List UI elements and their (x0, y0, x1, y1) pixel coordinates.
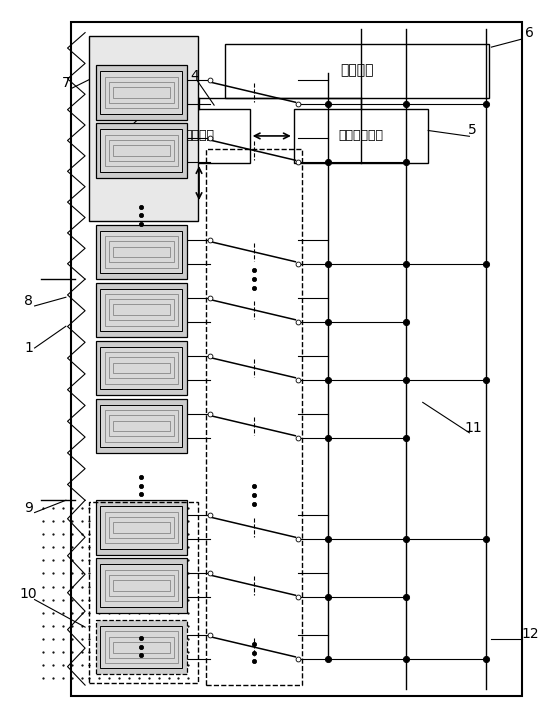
Bar (96, 399, 187, 453)
Bar (100, 347, 182, 389)
Bar (100, 564, 182, 607)
Bar (294, 109, 428, 163)
Bar (96, 558, 187, 613)
Text: 4: 4 (191, 69, 199, 83)
Text: 3: 3 (136, 87, 144, 102)
Bar (105, 77, 178, 108)
Bar (113, 145, 170, 156)
Bar (109, 241, 174, 262)
Bar (113, 420, 170, 431)
Bar (105, 570, 178, 601)
Bar (113, 642, 170, 652)
Bar (105, 631, 178, 663)
Bar (100, 231, 182, 273)
Text: 8: 8 (24, 294, 33, 308)
Text: 数据采集电路: 数据采集电路 (339, 130, 383, 142)
Bar (105, 135, 178, 166)
Text: 电源电路: 电源电路 (340, 64, 374, 78)
Bar (109, 415, 174, 436)
Bar (100, 506, 182, 549)
Text: 11: 11 (464, 420, 482, 435)
Bar (96, 283, 187, 337)
Bar (105, 352, 178, 384)
Bar (206, 149, 302, 685)
Text: 9: 9 (24, 500, 33, 515)
Bar (109, 82, 174, 103)
Bar (105, 410, 178, 442)
Bar (89, 502, 198, 683)
Bar (100, 129, 182, 172)
Bar (225, 44, 489, 98)
Bar (96, 620, 187, 674)
Bar (105, 236, 178, 268)
Bar (96, 65, 187, 120)
Bar (100, 405, 182, 447)
Bar (113, 87, 170, 98)
Bar (71, 22, 522, 696)
Text: 2: 2 (136, 105, 144, 120)
Text: 1: 1 (24, 341, 33, 355)
Bar (113, 247, 170, 257)
Bar (105, 512, 178, 543)
Text: 5: 5 (468, 123, 477, 138)
Bar (109, 575, 174, 596)
Text: 10: 10 (20, 587, 37, 602)
Bar (109, 357, 174, 378)
Text: 12: 12 (521, 627, 539, 642)
Bar (100, 626, 182, 668)
Bar (109, 299, 174, 320)
Bar (100, 289, 182, 331)
Text: 7: 7 (61, 76, 70, 91)
Text: 6: 6 (525, 25, 534, 40)
Bar (96, 225, 187, 279)
Bar (105, 294, 178, 326)
Bar (96, 500, 187, 555)
Text: 微控制器: 微控制器 (184, 130, 214, 142)
Bar (113, 580, 170, 591)
Bar (109, 140, 174, 161)
Bar (148, 109, 250, 163)
Bar (96, 341, 187, 395)
Bar (113, 362, 170, 373)
Bar (100, 71, 182, 114)
Bar (109, 637, 174, 658)
Bar (96, 123, 187, 178)
Bar (113, 304, 170, 315)
Bar (89, 36, 198, 221)
Bar (113, 522, 170, 533)
Bar (109, 517, 174, 538)
